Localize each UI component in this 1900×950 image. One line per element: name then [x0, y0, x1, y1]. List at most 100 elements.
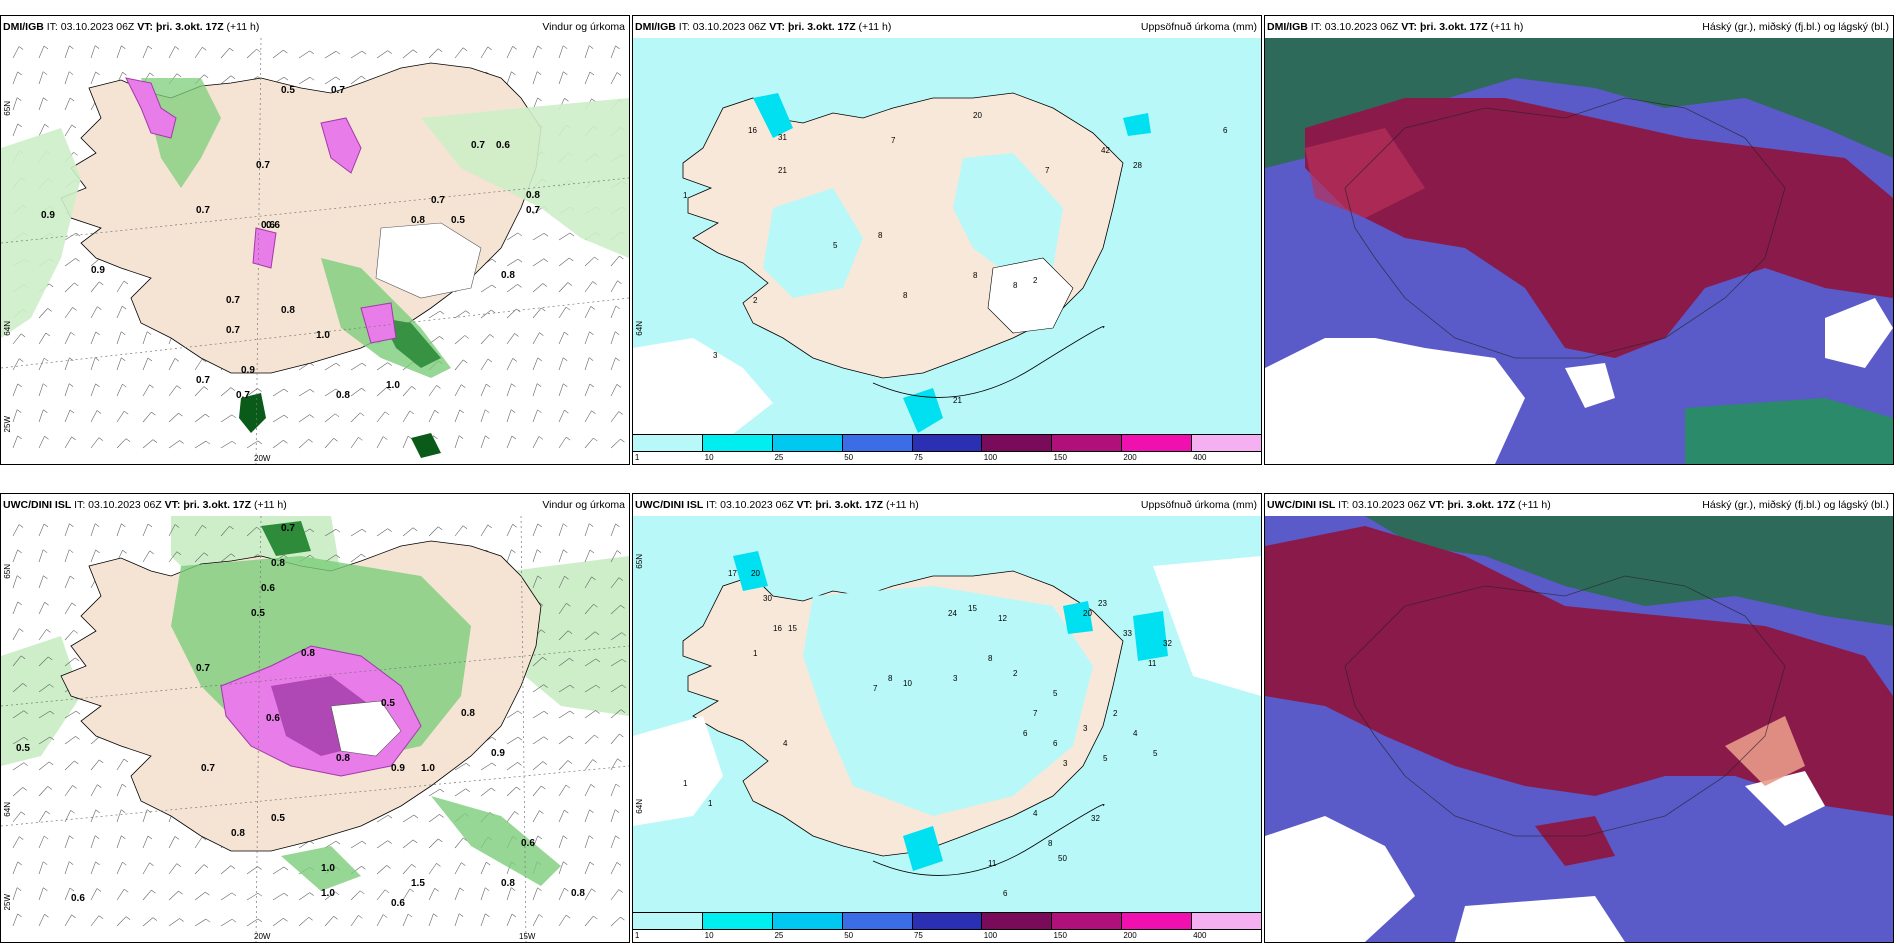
precip-value-label: 0.5 [381, 698, 395, 709]
wind-barb-flag [18, 46, 24, 50]
wind-barb [584, 658, 597, 667]
wind-barb-flag [122, 383, 127, 388]
wind-barb [12, 46, 20, 59]
wind-barb-flag [47, 786, 52, 790]
wind-barb [506, 308, 517, 319]
wind-barb-flag [565, 784, 571, 789]
wind-barb-flag [174, 46, 180, 50]
wind-barb [38, 710, 51, 719]
wind-barb [168, 890, 179, 901]
wind-barb [38, 71, 44, 85]
wind-barb [532, 710, 545, 719]
wind-barb-flag [122, 305, 127, 310]
wind-barb [454, 359, 464, 371]
accum-value-label: 15 [788, 624, 797, 633]
wind-barb [610, 280, 618, 293]
mid-cloud-area [1305, 98, 1893, 358]
wind-barb [220, 553, 232, 563]
colorbar-tick-label: 10 [704, 453, 714, 462]
wind-barb [12, 409, 18, 423]
wind-barb-flag [229, 525, 234, 530]
wind-barb-flag [485, 887, 490, 891]
wind-barb-flag [203, 74, 209, 78]
wind-barb-flag [205, 891, 210, 896]
wind-barb-flag [462, 359, 468, 364]
wind-barb-flag [124, 888, 129, 893]
wind-barb [64, 549, 70, 563]
wind-barb-flag [309, 50, 315, 55]
wind-barb [64, 630, 74, 641]
wind-barb-flag [620, 916, 625, 921]
wind-barb [168, 524, 176, 537]
wind-barb-flag [543, 710, 549, 715]
wind-barb-flag [43, 45, 49, 50]
wind-barb-flag [22, 683, 27, 687]
wind-barb-flag [69, 357, 74, 362]
wind-barb [454, 525, 464, 537]
wind-barb [480, 358, 489, 371]
wind-barb-flag [146, 331, 152, 335]
wind-barb-flag [49, 684, 54, 688]
panel-dmi-clouds: DMI/IGB IT: 03.10.2023 06Z VT: þri. 3.ok… [1264, 15, 1894, 465]
wind-barb-flag [569, 710, 575, 715]
wind-barb-flag [122, 783, 127, 788]
model-name: UWC/DINI ISL [635, 499, 704, 511]
wind-barb [610, 709, 622, 719]
precip-green-dark [381, 318, 441, 368]
precip-colorbar: 1 10 25 50 75 100 150 200 400 [633, 434, 1261, 464]
accum-value-label: 2 [753, 296, 758, 305]
wind-barb-flag [361, 528, 367, 533]
wind-barb [298, 414, 310, 423]
lat-label-64: 64N [635, 321, 644, 336]
wind-barb [558, 436, 567, 449]
wind-barb [506, 811, 515, 823]
wind-barb-flag [17, 601, 22, 606]
wind-barb [584, 383, 591, 397]
wind-barb [142, 835, 149, 849]
wind-barb-flag [537, 45, 542, 50]
lon-label-25: 25W [3, 894, 12, 911]
accum-value-label: 10 [903, 679, 912, 688]
wind-barb-flag [437, 48, 443, 53]
wind-barb-flag [95, 549, 100, 554]
wind-barb [90, 759, 100, 771]
lead-time: (+11 h) [1517, 499, 1551, 511]
graticule-line [255, 38, 262, 464]
light-cyan-area [763, 188, 863, 298]
wind-barb-flag [43, 97, 48, 102]
wind-barb-flag [434, 888, 439, 892]
wind-barb-flag [75, 710, 81, 715]
wind-barb [558, 71, 564, 85]
white-area [633, 716, 723, 826]
wind-barb-flag [615, 835, 620, 840]
cloud-map [1265, 516, 1893, 942]
wind-barb-flag [563, 861, 568, 865]
wind-barb [38, 786, 48, 797]
wind-barb [90, 549, 96, 563]
wind-barb-flag [94, 45, 100, 49]
wind-barb [584, 710, 596, 719]
wind-barb-flag [569, 684, 575, 689]
wind-barb [12, 736, 25, 745]
wind-barb-flag [512, 46, 517, 50]
low-cloud-white [1455, 896, 1625, 942]
wind-barb [116, 523, 122, 537]
wind-barb [272, 388, 285, 397]
wind-barb-flag [462, 837, 468, 842]
wind-barb [584, 734, 595, 745]
wind-barb-flag [121, 523, 126, 527]
wind-barb [532, 232, 545, 241]
wind-barb-flag [591, 888, 596, 892]
wind-barb-flag [615, 45, 620, 50]
panel-header: DMI/IGB IT: 03.10.2023 06Z VT: þri. 3.ok… [1, 16, 629, 38]
wind-barb [246, 918, 259, 927]
wind-barb [402, 49, 414, 59]
wind-barb-flag [121, 357, 126, 361]
wind-barb-flag [73, 630, 78, 634]
wind-barb-flag [387, 840, 392, 844]
precip-value-label: 0.9 [391, 763, 405, 774]
accum-value-label: 50 [1058, 854, 1067, 863]
wind-barb-flag [517, 736, 523, 741]
accum-value-label: 7 [1045, 166, 1050, 175]
